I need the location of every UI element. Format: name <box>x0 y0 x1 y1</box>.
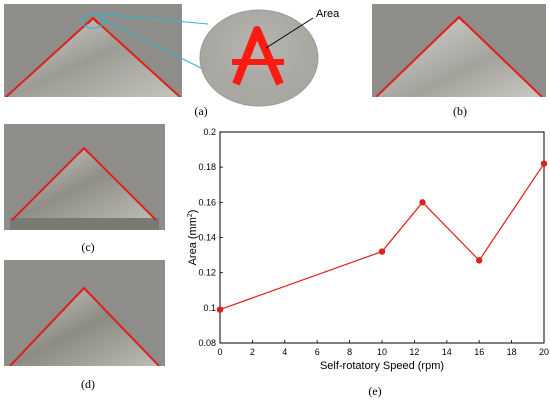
x-tick-label: 2 <box>250 347 255 357</box>
x-tick-label: 16 <box>474 347 484 357</box>
cone-outline-a <box>5 16 181 97</box>
y-tick-label: 0.14 <box>198 233 216 243</box>
photo-d-image <box>4 260 165 366</box>
panel-label-c: (c) <box>81 240 95 254</box>
x-tick-label: 10 <box>377 347 387 357</box>
y-tick-label: 0.2 <box>203 127 216 137</box>
x-axis-label: Self-rotatory Speed (rpm) <box>320 360 444 372</box>
callout-line-bottom <box>99 17 204 70</box>
photo-b <box>372 4 546 97</box>
data-point <box>216 306 224 313</box>
x-tick-label: 6 <box>315 347 320 357</box>
photo-c-image <box>4 124 165 230</box>
y-tick-label: 0.12 <box>198 268 216 278</box>
callout-line-top <box>99 13 209 25</box>
panel-label-b: (b) <box>453 104 467 118</box>
data-point <box>419 199 426 206</box>
data-point <box>476 257 483 264</box>
y-tick-label: 0.1 <box>203 303 216 313</box>
data-point <box>378 248 386 255</box>
y-tick-label: 0.16 <box>198 197 216 207</box>
panel-label-e: (e) <box>368 384 382 398</box>
y-tick-label: 0.08 <box>198 338 216 348</box>
data-point <box>540 160 548 167</box>
cone-outline-c <box>11 146 157 221</box>
highlight-circle <box>81 13 105 29</box>
x-tick-label: 18 <box>507 347 517 357</box>
photo-d <box>4 260 165 366</box>
y-axis-label: Area (mm2) <box>187 210 199 266</box>
x-tick-label: 12 <box>409 347 419 357</box>
area-label: Area <box>316 8 340 20</box>
photo-a <box>4 4 182 97</box>
plot-area <box>219 131 545 344</box>
area-pointer <box>265 17 314 49</box>
panel-label-d: (d) <box>81 377 95 391</box>
cone-outline-b <box>375 15 543 97</box>
zoomed-outline <box>232 26 284 86</box>
x-tick-label: 4 <box>282 347 287 357</box>
x-tick-label: 0 <box>217 347 222 357</box>
photo-b-image <box>372 4 546 97</box>
photo-c <box>4 124 165 230</box>
cone-outline-d <box>9 286 160 366</box>
x-tick-label: 8 <box>347 347 352 357</box>
panel-label-a: (a) <box>194 104 208 118</box>
x-tick-label: 20 <box>539 347 549 357</box>
y-tick-label: 0.18 <box>198 162 216 172</box>
zoom-circle <box>199 9 319 107</box>
photo-a-image <box>4 4 182 97</box>
x-tick-label: 14 <box>442 347 452 357</box>
